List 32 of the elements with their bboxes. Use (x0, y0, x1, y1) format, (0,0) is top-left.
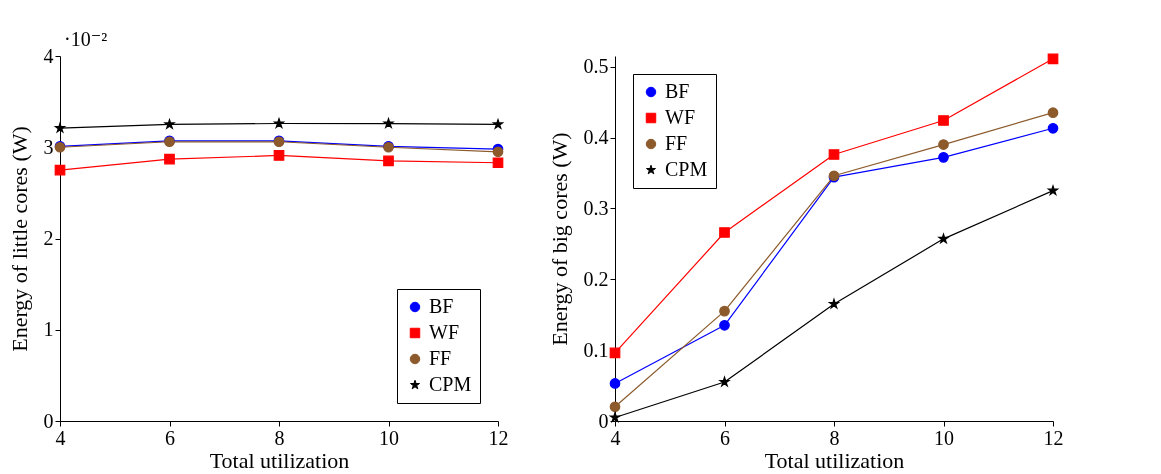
legend-label: WF (665, 106, 695, 128)
y-tick-label: 3 (43, 135, 54, 158)
legend-label: FF (665, 132, 688, 154)
x-tick-label: 10 (934, 426, 954, 449)
y-tick-label: 0.5 (583, 55, 609, 78)
y-tick-label: 0.1 (583, 338, 609, 361)
legend-label: WF (429, 321, 459, 343)
x-tick-label: 10 (379, 426, 399, 449)
x-tick-label: 6 (720, 426, 730, 449)
y-tick-label: 0 (43, 409, 54, 432)
x-tick-label: 8 (829, 426, 840, 449)
x-tick-label: 6 (165, 426, 175, 449)
y-axis-title: Energy of little cores (W) (6, 126, 32, 352)
legend-label: FF (429, 347, 452, 369)
text: ·10⁻² (64, 28, 108, 50)
y-axis-title: Energy of big cores (W) (546, 132, 572, 346)
y-tick-label: 1 (43, 318, 54, 341)
legend-label: BF (665, 80, 690, 102)
x-axis-title: Total utilization (764, 447, 905, 473)
y-tick-label: 4 (43, 44, 54, 67)
x-tick-label: 12 (1043, 426, 1064, 449)
y-tick-label: 0.4 (583, 126, 609, 148)
legend-label: BF (429, 295, 454, 317)
y-tick-label: 0.3 (583, 196, 609, 219)
y-tick-label: 0 (598, 409, 609, 432)
legend-label: CPM (665, 158, 708, 180)
legend-label: CPM (429, 373, 472, 395)
y-tick-label: 0.2 (583, 267, 609, 290)
y-tick-label: 2 (43, 227, 54, 249)
x-axis-title: Total utilization (209, 447, 350, 473)
x-tick-label: 8 (274, 426, 285, 449)
x-tick-label: 12 (488, 426, 509, 449)
